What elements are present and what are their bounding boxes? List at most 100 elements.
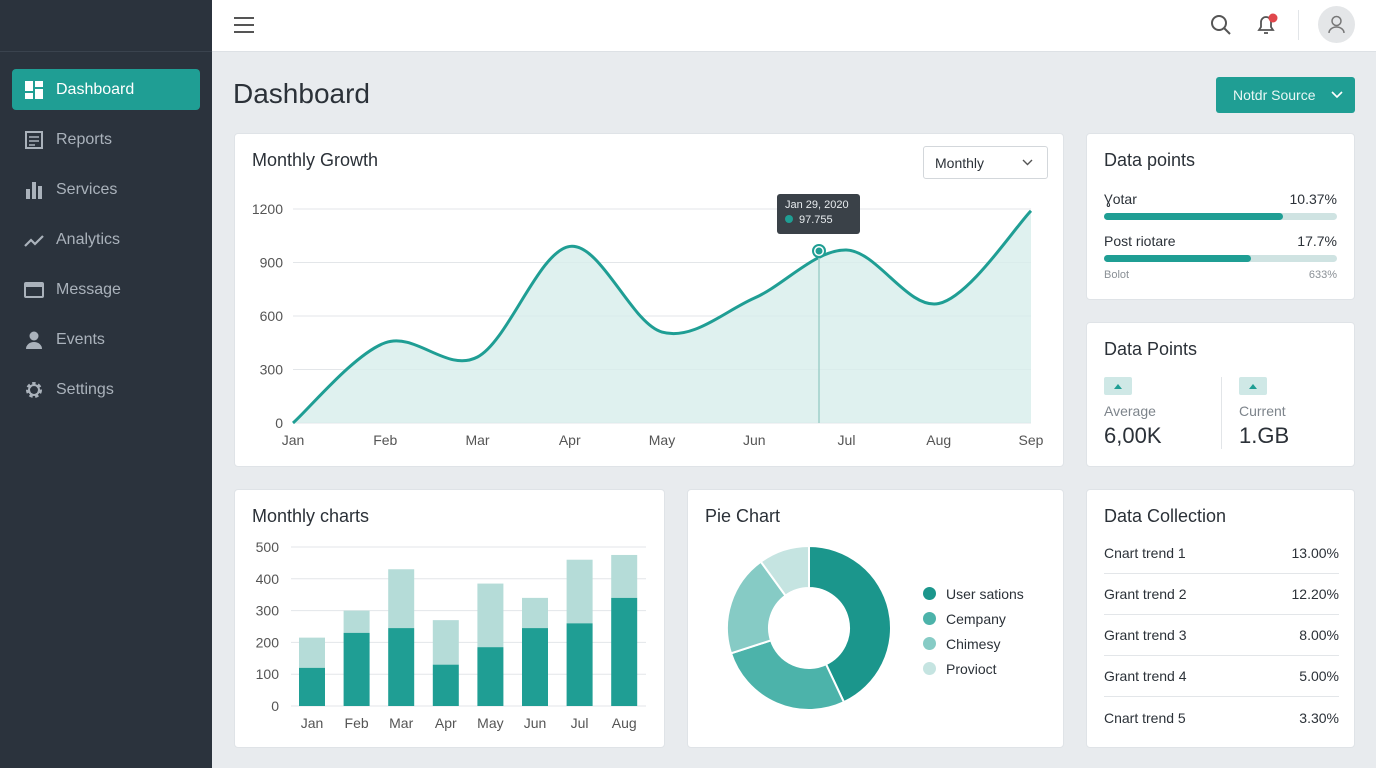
hover-point-inner <box>815 247 823 255</box>
bar-segment-bottom <box>343 632 370 706</box>
x-tick-label: Feb <box>345 715 369 731</box>
row-value: 3.30% <box>1299 709 1339 726</box>
card-title: Data Points <box>1104 339 1198 359</box>
progress-bar <box>1104 213 1337 220</box>
average-value: 6,00K <box>1104 423 1162 448</box>
y-tick-label: 0 <box>275 415 283 431</box>
growth-chart: 0 300 600 900 1200 Jan Feb Mar Apr May Jun Jul Aug Se… <box>252 201 1044 448</box>
y-tick-label: 900 <box>260 255 284 271</box>
bar-segment-top <box>343 610 370 633</box>
pie-slice <box>808 544 892 704</box>
bell-icon[interactable] <box>1255 12 1279 36</box>
legend-swatch <box>923 587 936 600</box>
legend-item: Chimesy <box>923 631 1024 656</box>
tooltip-date: Jan 29, 2020 <box>785 199 849 211</box>
divider <box>1298 10 1299 40</box>
person-icon <box>26 331 42 349</box>
topbar <box>212 0 1376 52</box>
y-tick-label: 0 <box>271 698 279 714</box>
sidebar-item-label: Message <box>56 280 121 298</box>
bar-segment-top <box>611 554 638 598</box>
row-label: Cnart trend 1 <box>1104 545 1186 561</box>
x-tick-label: Feb <box>373 432 397 448</box>
x-tick-label: Apr <box>435 715 457 731</box>
chevron-down-icon <box>1331 91 1344 99</box>
sidebar-item-label: Settings <box>56 380 114 398</box>
bar-chart-icon <box>26 181 42 199</box>
data-points-summary-card: Data Points Average 6,00K Current 1.GB <box>1086 322 1355 467</box>
progress-bar <box>1104 255 1337 262</box>
legend-swatch <box>923 637 936 650</box>
x-tick-label: Aug <box>612 715 637 731</box>
x-tick-label: Aug <box>926 432 951 448</box>
legend-item: Provioct <box>923 656 1024 681</box>
bar-segment-top <box>388 569 415 629</box>
metric-label: Ɣotar <box>1104 191 1137 207</box>
x-tick-label: May <box>649 432 675 448</box>
sidebar-item-reports[interactable]: Reports <box>12 119 200 160</box>
legend-label: Chimesy <box>946 635 1001 652</box>
metric-label: Post riotare <box>1104 233 1176 249</box>
bar-segment-top <box>522 597 548 629</box>
search-icon[interactable] <box>1210 14 1232 36</box>
legend-item: User sations <box>923 581 1024 606</box>
x-tick-label: Mar <box>389 715 413 731</box>
legend-label: Provioct <box>946 660 997 677</box>
y-tick-label: 500 <box>256 539 280 555</box>
row-value: 13.00% <box>1291 545 1339 561</box>
bar-segment-bottom <box>299 667 325 706</box>
y-tick-label: 100 <box>256 666 280 682</box>
row-value: 5.00% <box>1299 668 1339 684</box>
row-value: 8.00% <box>1299 627 1339 643</box>
sidebar: Dashboard Reports Services Analytics Message… <box>0 0 212 768</box>
legend-item: Cempany <box>923 606 1024 631</box>
collection-row: Grant trend 2 12.20% <box>1104 574 1339 615</box>
legend-swatch <box>923 662 936 675</box>
source-button-label: Notdr Source <box>1233 87 1316 103</box>
card-title: Monthly charts <box>252 506 370 526</box>
sidebar-item-settings[interactable]: Settings <box>12 369 200 410</box>
period-select-value: Monthly <box>935 154 985 171</box>
y-tick-label: 600 <box>260 308 284 324</box>
sidebar-item-label: Reports <box>56 130 113 148</box>
foot-value: 633% <box>1308 269 1337 281</box>
row-label: Grant trend 2 <box>1104 586 1187 602</box>
x-tick-label: Mar <box>465 432 489 448</box>
data-points-card: Data points Ɣotar 10.37% Post riotare 17… <box>1086 133 1355 300</box>
current-label: Current <box>1239 403 1286 419</box>
progress-fill <box>1104 213 1284 220</box>
sidebar-item-analytics[interactable]: Analytics <box>12 219 200 260</box>
sidebar-item-services[interactable]: Services <box>12 169 200 210</box>
row-label: Cnart trend 5 <box>1104 709 1186 726</box>
avatar[interactable] <box>1318 6 1355 43</box>
monthly-charts-card: Monthly charts 0 100 200 300 400 500 Jan Feb Mar… <box>234 489 665 748</box>
sidebar-item-events[interactable]: Events <box>12 319 200 360</box>
area-fill <box>293 210 1031 423</box>
pie-slice <box>759 544 810 598</box>
tooltip-swatch <box>785 215 793 223</box>
reports-icon <box>25 130 43 149</box>
source-button[interactable]: Notdr Source <box>1216 77 1355 113</box>
sidebar-item-label: Events <box>56 330 105 348</box>
card-title: Data points <box>1104 150 1196 170</box>
sidebar-item-dashboard[interactable]: Dashboard <box>12 69 200 110</box>
legend-label: Cempany <box>946 610 1006 627</box>
legend-swatch <box>923 612 936 625</box>
period-select[interactable]: Monthly <box>923 146 1048 179</box>
bar-chart: 0 100 200 300 400 500 Jan Feb Mar Apr May Jun Jul Aug <box>256 539 646 731</box>
chevron-down-icon <box>1022 159 1033 166</box>
x-tick-label: Jan <box>282 432 305 448</box>
bar-segment-bottom <box>477 647 504 706</box>
y-tick-label: 300 <box>256 603 280 619</box>
sidebar-item-message[interactable]: Message <box>12 269 200 310</box>
gear-icon <box>26 381 42 398</box>
bar-segment-bottom <box>566 623 593 706</box>
menu-icon[interactable] <box>234 16 254 34</box>
data-collection-card: Data Collection Cnart trend 1 13.00% Grant… <box>1086 489 1355 748</box>
bar-segment-bottom <box>388 628 415 706</box>
collection-row: Cnart trend 1 13.00% <box>1104 533 1339 574</box>
bar-segment-top <box>566 559 593 624</box>
x-tick-label: May <box>477 715 503 731</box>
trend-icon <box>24 234 44 247</box>
progress-fill <box>1104 255 1251 262</box>
